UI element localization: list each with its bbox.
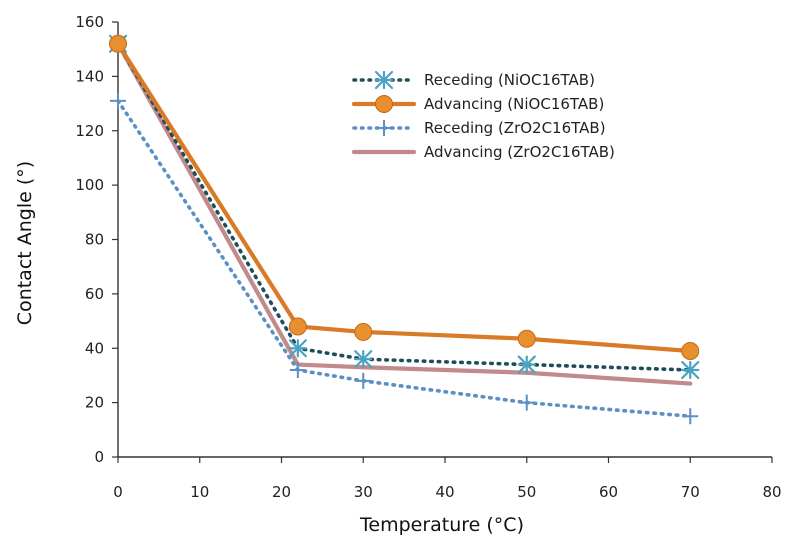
x-tick-label: 80 (762, 483, 781, 501)
y-tick-label: 140 (75, 67, 104, 85)
x-tick-label: 10 (190, 483, 209, 501)
legend-entry-receding-zro2c16tab: Receding (ZrO2C16TAB) (352, 119, 606, 137)
receding-zro2c16tab-point (682, 408, 699, 425)
x-tick-label: 70 (681, 483, 700, 501)
legend-entry-advancing-zro2c16tab: Advancing (ZrO2C16TAB) (351, 143, 615, 161)
receding-nioc16tab-point (288, 339, 307, 358)
y-tick-label: 0 (94, 448, 104, 466)
y-tick-label: 120 (75, 122, 104, 140)
receding-nioc16tab-point (517, 355, 536, 374)
legend-label: Advancing (NiOC16TAB) (424, 95, 604, 113)
receding-zro2c16tab-point (289, 362, 306, 378)
legend-label: Advancing (ZrO2C16TAB) (424, 143, 615, 161)
legend-entry-advancing-nioc16tab: Advancing (NiOC16TAB) (351, 95, 604, 113)
advancing-nioc16tab-point (288, 317, 307, 336)
legend-label: Receding (NiOC16TAB) (424, 71, 595, 89)
y-tick-label: 40 (85, 339, 104, 357)
receding-nioc16tab-point (681, 360, 700, 380)
advancing-nioc16tab-point (517, 329, 536, 348)
x-tick-label: 20 (272, 483, 291, 501)
advancing-nioc16tab-point (681, 341, 700, 360)
y-tick-label: 80 (85, 231, 104, 249)
legend-swatch-point (375, 95, 393, 113)
legend: Receding (NiOC16TAB) Advancing (NiOC16TAB… (351, 70, 615, 161)
x-tick-label: 30 (354, 483, 373, 501)
y-tick-label: 20 (85, 394, 104, 412)
x-tick-label: 60 (599, 483, 618, 501)
legend-swatch-point (376, 120, 392, 136)
series-layer (108, 34, 700, 425)
legend-swatch-point (374, 70, 394, 90)
advancing-nioc16tab-point (109, 34, 127, 53)
y-tick-label: 60 (85, 285, 104, 303)
receding-zro2c16tab-point (355, 372, 372, 389)
receding-nioc16tab-line (116, 41, 693, 372)
ticks: 0 20 40 60 80 100 120 140 160 0 10 20 30 40 50 60 70 80 (75, 13, 781, 501)
receding-zro2c16tab-point (518, 394, 535, 411)
x-tick-label: 0 (113, 483, 123, 501)
y-tick-label: 100 (75, 176, 104, 194)
y-tick-label: 160 (75, 13, 104, 31)
legend-label: Receding (ZrO2C16TAB) (424, 119, 606, 137)
legend-entry-receding-nioc16tab: Receding (NiOC16TAB) (352, 70, 595, 90)
receding-nioc16tab-point (354, 350, 373, 369)
advancing-nioc16tab-point (354, 322, 373, 341)
y-axis-title: Contact Angle (°) (14, 161, 36, 325)
x-tick-label: 40 (435, 483, 454, 501)
receding-zro2c16tab-point (110, 92, 126, 109)
x-axis-title: Temperature (°C) (359, 514, 524, 536)
x-tick-label: 50 (517, 483, 536, 501)
